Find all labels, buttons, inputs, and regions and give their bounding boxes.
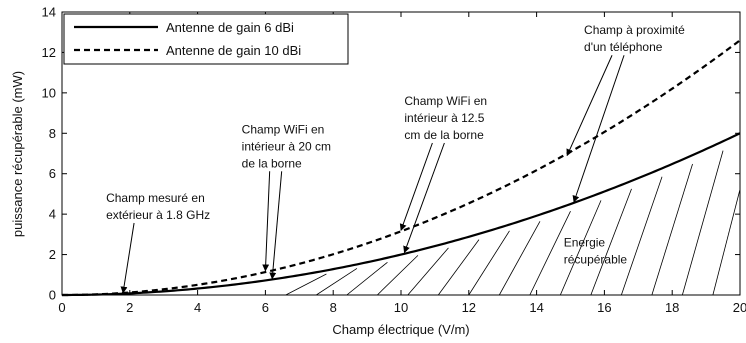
hatch-line-13 — [681, 150, 724, 295]
annotation-1-line-1: intérieur à 20 cm — [242, 139, 331, 153]
annotation-2-line-2: cm de la borne — [404, 128, 484, 142]
x-tick-label-2: 4 — [194, 300, 201, 315]
y-tick-label-4: 8 — [49, 126, 56, 141]
y-tick-label-6: 12 — [42, 45, 56, 60]
x-axis-label: Champ électrique (V/m) — [332, 322, 469, 337]
x-tick-label-7: 14 — [529, 300, 543, 315]
annotation-3-arrow-1 — [572, 55, 625, 203]
hatch-line-1 — [316, 268, 358, 295]
x-tick-label-8: 16 — [597, 300, 611, 315]
series-line-0 — [62, 132, 741, 297]
y-tick-label-5: 10 — [42, 85, 56, 100]
series-line-1 — [61, 39, 741, 297]
legend: Antenne de gain 6 dBi Antenne de gain 10… — [63, 13, 349, 65]
legend-box — [63, 13, 349, 65]
legend-label-6dbi: Antenne de gain 6 dBi — [166, 20, 294, 35]
y-tick-label-2: 4 — [49, 207, 56, 222]
annotation-1-line-2: de la borne — [242, 156, 302, 170]
x-tick-label-4: 8 — [330, 300, 337, 315]
hatch-line-0 — [285, 273, 327, 295]
annotation-2-arrow-0 — [399, 142, 433, 231]
hatch-line-14 — [712, 187, 740, 295]
annotation-0-line-0: Champ mesuré en — [106, 191, 205, 205]
annotation-2-arrow-1 — [403, 142, 445, 254]
hatch-line-3 — [376, 255, 419, 295]
hatch-line-10 — [590, 188, 632, 295]
annotation-2-line-0: Champ WiFi en — [404, 94, 487, 108]
y-tick-label-1: 2 — [49, 247, 56, 262]
hatch-line-2 — [346, 261, 388, 295]
annotation-1-line-0: Champ WiFi en — [242, 122, 325, 136]
annotation-2-line-1: intérieur à 12.5 — [404, 111, 484, 125]
annotation-3-line-1: d'un téléphone — [584, 40, 663, 54]
x-tick-label-1: 2 — [126, 300, 133, 315]
annotation-1-arrow-1 — [269, 171, 283, 280]
y-tick-label-7: 14 — [42, 5, 56, 20]
x-tick-label-5: 10 — [394, 300, 408, 315]
x-tick-label-6: 12 — [462, 300, 476, 315]
hatch-line-4 — [407, 247, 449, 295]
hatch-line-12 — [651, 163, 693, 295]
hatch-line-7 — [498, 221, 541, 295]
y-tick-label-0: 0 — [49, 288, 56, 303]
annotation-4-line-0: Energie — [564, 235, 606, 249]
annotation-0-line-1: extérieur à 1.8 GHz — [106, 208, 210, 222]
y-tick-label-3: 6 — [49, 166, 56, 181]
annotation-3-line-0: Champ à proximité — [584, 23, 685, 37]
hatch-line-8 — [529, 210, 571, 295]
hatch-line-6 — [468, 230, 510, 295]
annotation-3-arrow-0 — [566, 55, 613, 157]
x-tick-label-10: 20 — [733, 300, 746, 315]
x-tick-label-3: 6 — [262, 300, 269, 315]
annotation-1-arrow-0 — [262, 171, 271, 272]
x-tick-label-0: 0 — [58, 300, 65, 315]
hatch-line-9 — [559, 200, 602, 295]
hatch-line-11 — [620, 176, 663, 295]
hatch-line-5 — [437, 239, 480, 295]
annotation-4-line-1: récupérable — [564, 252, 628, 266]
annotation-0-arrow-0 — [120, 222, 135, 294]
x-tick-label-9: 18 — [665, 300, 679, 315]
y-axis-label: puissance récupérable (mW) — [10, 71, 25, 237]
legend-label-10dbi: Antenne de gain 10 dBi — [166, 43, 301, 58]
